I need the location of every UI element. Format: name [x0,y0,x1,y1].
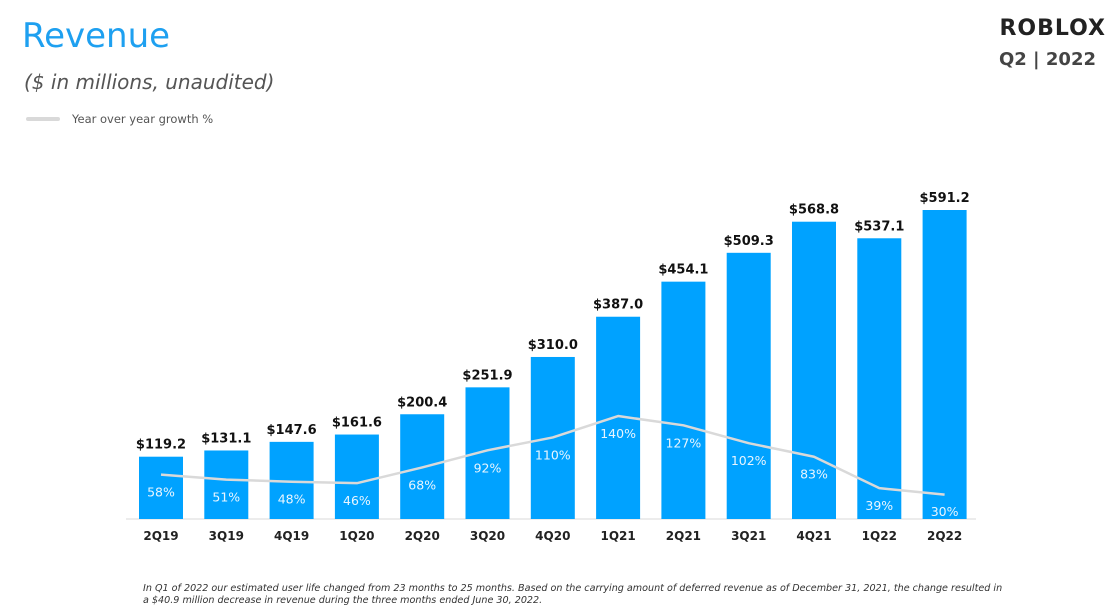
x-tick-label: 4Q19 [274,529,309,543]
growth-label: 51% [212,490,240,505]
x-tick-label: 4Q20 [535,529,570,543]
bar-value-label: $131.1 [201,431,251,446]
growth-label: 46% [343,493,371,508]
x-tick-label: 1Q21 [600,529,635,543]
bar-value-label: $119.2 [136,438,186,453]
bar-value-label: $568.8 [789,203,839,218]
bar-value-label: $454.1 [658,263,708,278]
x-tick-label: 1Q20 [339,529,374,543]
growth-label: 68% [408,477,436,492]
legend-label: Year over year growth % [72,112,214,126]
bar-value-label: $200.4 [397,395,447,410]
growth-label: 110% [535,447,571,462]
revenue-chart: $119.2 2Q19 $131.1 3Q19 $147.6 4Q19 $161.6 1Q20… [126,191,976,543]
bar-value-label: $591.2 [920,191,970,206]
bar-1Q20 [334,434,379,519]
growth-label: 140% [600,426,636,441]
brand-block: ROBLOX Q2 | 2022 [999,16,1106,70]
x-tick-label: 4Q21 [796,529,831,543]
growth-label: 102% [731,453,767,468]
roblox-logo: ROBLOX [999,16,1106,41]
growth-label: 83% [800,467,828,482]
bar-value-label: $509.3 [724,234,774,249]
growth-label: 92% [474,460,502,475]
bar-3Q19 [204,450,249,519]
x-tick-label: 3Q19 [209,529,244,543]
footnote: In Q1 of 2022 our estimated user life ch… [143,583,1003,606]
report-period: Q2 | 2022 [998,49,1096,70]
growth-label: 48% [278,492,306,507]
bar-value-label: $161.6 [332,416,382,431]
bar-4Q21 [792,221,836,520]
x-tick-label: 2Q22 [927,529,962,543]
x-tick-label: 2Q20 [405,529,440,543]
bar-value-label: $147.6 [267,423,317,438]
bar-2Q19 [139,456,183,519]
bar-2Q22 [922,210,967,519]
chart-legend: Year over year growth % [26,112,213,126]
growth-line [160,414,945,496]
bar-value-label: $387.0 [593,298,643,313]
bar-value-label: $537.1 [854,219,904,234]
legend-line-swatch [26,117,60,121]
growth-label: 127% [666,435,702,450]
x-tick-label: 2Q19 [143,529,178,543]
x-tick-label: 3Q21 [731,529,766,543]
page-title: Revenue [22,16,171,56]
bar-value-label: $251.9 [462,368,512,383]
bar-2Q21 [661,281,706,519]
growth-label: 39% [865,498,893,513]
bar-1Q22 [857,238,902,519]
x-tick-label: 2Q21 [666,529,701,543]
growth-label: 58% [147,485,175,500]
x-tick-label: 1Q22 [862,529,897,543]
page-subtitle: ($ in millions, unaudited) [24,70,275,94]
x-tick-label: 3Q20 [470,529,505,543]
bar-3Q21 [726,252,771,519]
bar-value-label: $310.0 [528,338,578,353]
growth-label: 30% [931,504,959,519]
